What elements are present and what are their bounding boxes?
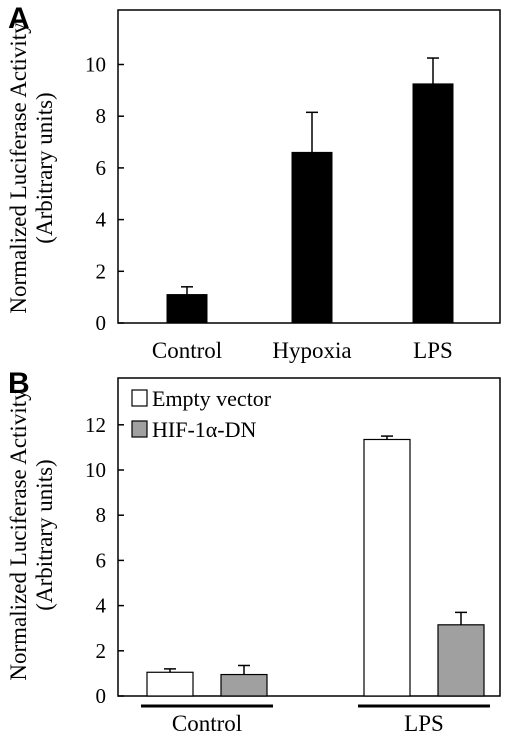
panel-a-x-tick-label: Hypoxia (272, 338, 351, 363)
panel-b-legend-swatch (131, 389, 148, 407)
panel-a-x-tick-label: Control (152, 338, 222, 363)
panel-b-letter: B (8, 367, 30, 400)
panel-b-y-axis: 0 2 4 6 8 10 12 (85, 413, 124, 708)
panel-a-y-tick-label: 8 (96, 104, 107, 128)
panel-a-y-tick-label: 2 (96, 259, 107, 283)
panel-b-legend-label: Empty vector (152, 386, 272, 411)
panel-b-legend: Empty vector HIF-1α-DN (131, 386, 272, 442)
panel-b-bar-lps-series-2 (437, 624, 485, 697)
panel-b-frame (117, 377, 501, 697)
panel-b-y-tick-label: 4 (96, 594, 107, 618)
panel-a-y-tick-label: 0 (96, 311, 107, 335)
panel-b-bar-control-series-1 (146, 671, 194, 697)
panel-b-legend-swatch (131, 420, 148, 438)
panel-b: B 0 2 4 6 8 10 12 Control LPS Empty vector HIF-1… (6, 367, 501, 735)
panel-a-ylabel-line1: Normalized Luciferase Activity (6, 22, 31, 314)
panel-a-y-tick-label: 4 (96, 208, 107, 232)
panel-a-y-tick-label: 10 (85, 53, 106, 77)
panel-a-y-tick-label: 6 (96, 156, 107, 180)
panel-b-x-tick-label: LPS (404, 711, 444, 735)
panel-a-bar-lps (412, 83, 454, 324)
panel-b-legend-label: HIF-1α-DN (152, 417, 257, 442)
panel-b-y-tick-label: 2 (96, 639, 107, 663)
panel-b-x-tick-label: Control (172, 711, 242, 735)
panel-b-y-tick-label: 12 (85, 413, 106, 437)
panel-b-y-tick-label: 6 (96, 548, 107, 572)
panel-b-ylabel-line1: Normalized Luciferase Activity (6, 389, 31, 681)
panel-a: A 0 2 4 6 8 10 Control Hypoxia LPS Normalized L… (6, 2, 501, 363)
panel-a-y-axis: 0 2 4 6 8 10 (85, 53, 124, 335)
panel-b-bar-lps-series-1 (363, 438, 411, 697)
panel-a-ylabel-line2: (Arbitrary units) (32, 92, 57, 243)
panel-b-ylabel-line2: (Arbitrary units) (32, 459, 57, 610)
panel-a-x-tick-label: LPS (413, 338, 453, 363)
panel-a-letter: A (8, 2, 30, 35)
panel-b-y-tick-label: 0 (96, 684, 107, 708)
panel-a-x-axis: Control Hypoxia LPS (152, 338, 453, 363)
panel-b-bars (146, 435, 485, 697)
panel-a-bar-control (166, 294, 208, 324)
panel-b-y-tick-label: 8 (96, 503, 107, 527)
panel-b-bar-control-series-2 (220, 673, 268, 697)
panel-a-bar-hypoxia (291, 151, 333, 324)
panel-b-x-axis: Control LPS (141, 704, 490, 735)
panel-a-bars (166, 57, 454, 324)
panel-b-y-tick-label: 10 (85, 458, 106, 482)
